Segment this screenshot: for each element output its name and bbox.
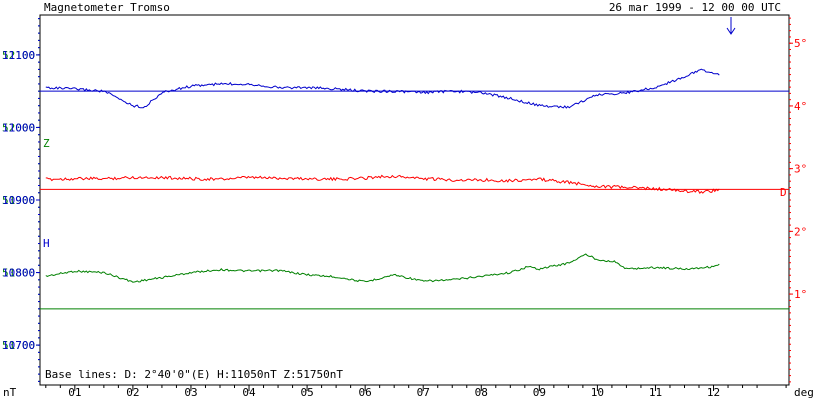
x-tick-label: 07 [417,386,430,399]
plot-frame [39,14,790,386]
z-tick-label: 52100 [2,49,35,62]
x-tick-label: 01 [68,386,81,399]
h-tick-label: 11000 [2,121,35,134]
x-tick-label: 04 [242,386,256,399]
h-tick-label: 11100 [2,49,35,62]
z-tick-label: 51800 [2,267,35,280]
right-unit-label: deg [794,386,814,399]
z-series-line [45,253,720,283]
h-tick-label: 10900 [2,194,35,207]
x-tick-label: 08 [475,386,488,399]
x-tick-label: 09 [533,386,546,399]
x-tick-label: 12 [707,386,720,399]
baseline-info: Base lines: D: 2°40'0"(E) H:11050nT Z:51… [45,368,343,381]
left-unit-label: nT [3,386,17,399]
series-label-z: Z [43,137,50,150]
z-tick-label: 51700 [2,339,35,352]
chart-timestamp: 26 mar 1999 - 12 00 00 UTC [609,1,781,14]
z-tick-label: 51900 [2,194,35,207]
z-tick-label: 52000 [2,121,35,134]
d-tick-label: 5° [794,37,807,50]
x-tick-label: 11 [649,386,662,399]
x-tick-label: 05 [300,386,313,399]
tick-layer [36,17,793,391]
series-label-h: H [43,237,50,250]
series-label-d: D [780,186,787,199]
label-layer: 01 02 03 04 05 06 07 08 09 10 11 12 52100 52000 51900 5… [2,37,807,399]
x-tick-label: 02 [126,386,139,399]
baseline-layer [40,90,789,310]
d-tick-label: 4° [794,100,807,113]
d-tick-label: 2° [794,225,807,238]
series-layer [45,68,720,283]
d-tick-label: 1° [794,288,807,301]
d-series-line [45,174,720,195]
x-tick-label: 10 [591,386,604,399]
current-time-marker [726,17,736,35]
h-tick-label: 10800 [2,267,35,280]
x-tick-label: 03 [184,386,197,399]
h-tick-label: 10700 [2,339,35,352]
x-tick-label: 06 [359,386,372,399]
h-series-line [45,68,720,109]
d-tick-label: 3° [794,163,807,176]
chart-title: Magnetometer Tromso [44,1,170,14]
